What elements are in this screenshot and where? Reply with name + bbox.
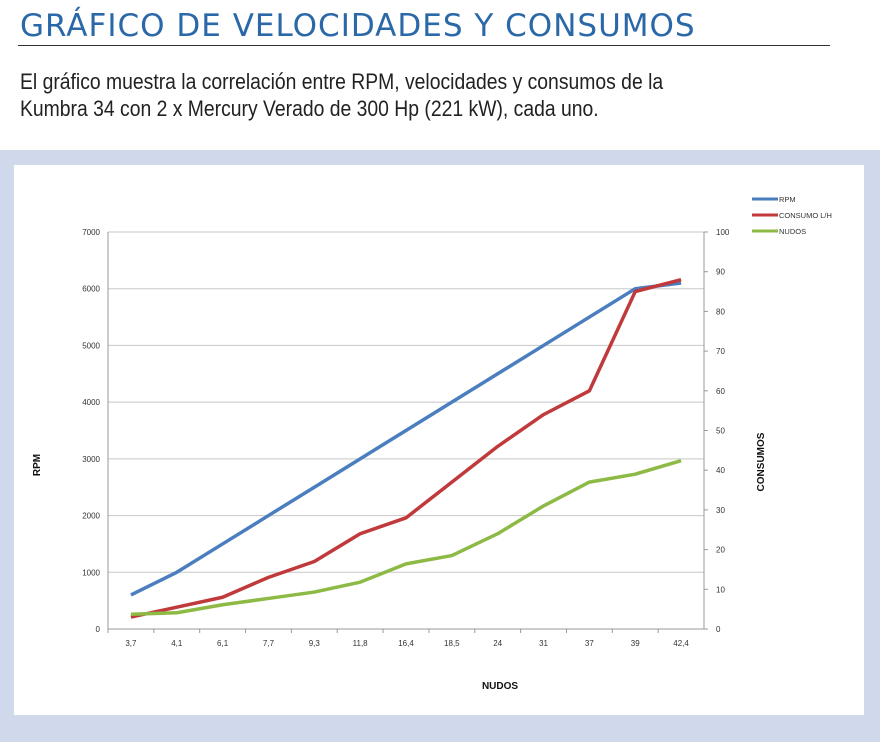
- x-axis-title: NUDOS: [482, 681, 518, 692]
- y2-tick-label: 90: [716, 268, 725, 277]
- header-area: GRÁFICO DE VELOCIDADES Y CONSUMOS El grá…: [0, 0, 880, 150]
- x-tick-label: 11,8: [353, 639, 369, 648]
- y-tick-label: 1000: [82, 568, 100, 577]
- series-line-nudos: [130, 458, 682, 617]
- x-tick-label: 7,7: [263, 639, 275, 648]
- x-tick-label: 39: [631, 639, 640, 648]
- y2-tick-label: 100: [716, 228, 730, 237]
- x-tick-label: 18,5: [444, 639, 460, 648]
- description: El gráfico muestra la correlación entre …: [20, 68, 794, 122]
- y-tick-label: 3000: [82, 455, 100, 464]
- legend-label: RPM: [779, 195, 796, 204]
- chart-panel: [14, 165, 864, 715]
- x-tick-label: 37: [585, 639, 594, 648]
- x-tick-label: 24: [493, 639, 502, 648]
- y2-tick-label: 60: [716, 387, 725, 396]
- x-tick-label: 9,3: [309, 639, 321, 648]
- y2-tick-label: 10: [716, 585, 725, 594]
- y-axis-title: RPM: [32, 454, 43, 476]
- y2-axis-title: CONSUMOS: [756, 432, 767, 491]
- series-line-consumo-l-h: [130, 277, 682, 619]
- y-tick-label: 0: [96, 625, 101, 634]
- y2-tick-label: 50: [716, 427, 725, 436]
- y2-tick-label: 80: [716, 307, 725, 316]
- x-tick-label: 4,1: [171, 639, 183, 648]
- y2-tick-label: 70: [716, 347, 725, 356]
- legend-label: NUDOS: [779, 227, 806, 236]
- x-tick-label: 16,4: [398, 639, 414, 648]
- title-rule: [18, 45, 830, 46]
- description-line-2: Kumbra 34 con 2 x Mercury Verado de 300 …: [20, 96, 599, 121]
- x-tick-label: 31: [539, 639, 548, 648]
- y2-tick-label: 40: [716, 466, 725, 475]
- y-tick-label: 2000: [82, 512, 100, 521]
- y-tick-label: 4000: [82, 398, 100, 407]
- x-tick-label: 6,1: [217, 639, 229, 648]
- y2-tick-label: 20: [716, 546, 725, 555]
- series-line-rpm: [130, 281, 682, 597]
- y-tick-label: 6000: [82, 285, 100, 294]
- legend-label: CONSUMO L/H: [779, 211, 832, 220]
- x-tick-label: 3,7: [125, 639, 137, 648]
- description-line-1: El gráfico muestra la correlación entre …: [20, 69, 664, 94]
- y-tick-label: 7000: [82, 228, 100, 237]
- y2-tick-label: 0: [716, 625, 721, 634]
- y2-tick-label: 30: [716, 506, 725, 515]
- y-tick-label: 5000: [82, 341, 100, 350]
- page-title: GRÁFICO DE VELOCIDADES Y CONSUMOS: [20, 8, 696, 44]
- x-tick-label: 42,4: [673, 639, 689, 648]
